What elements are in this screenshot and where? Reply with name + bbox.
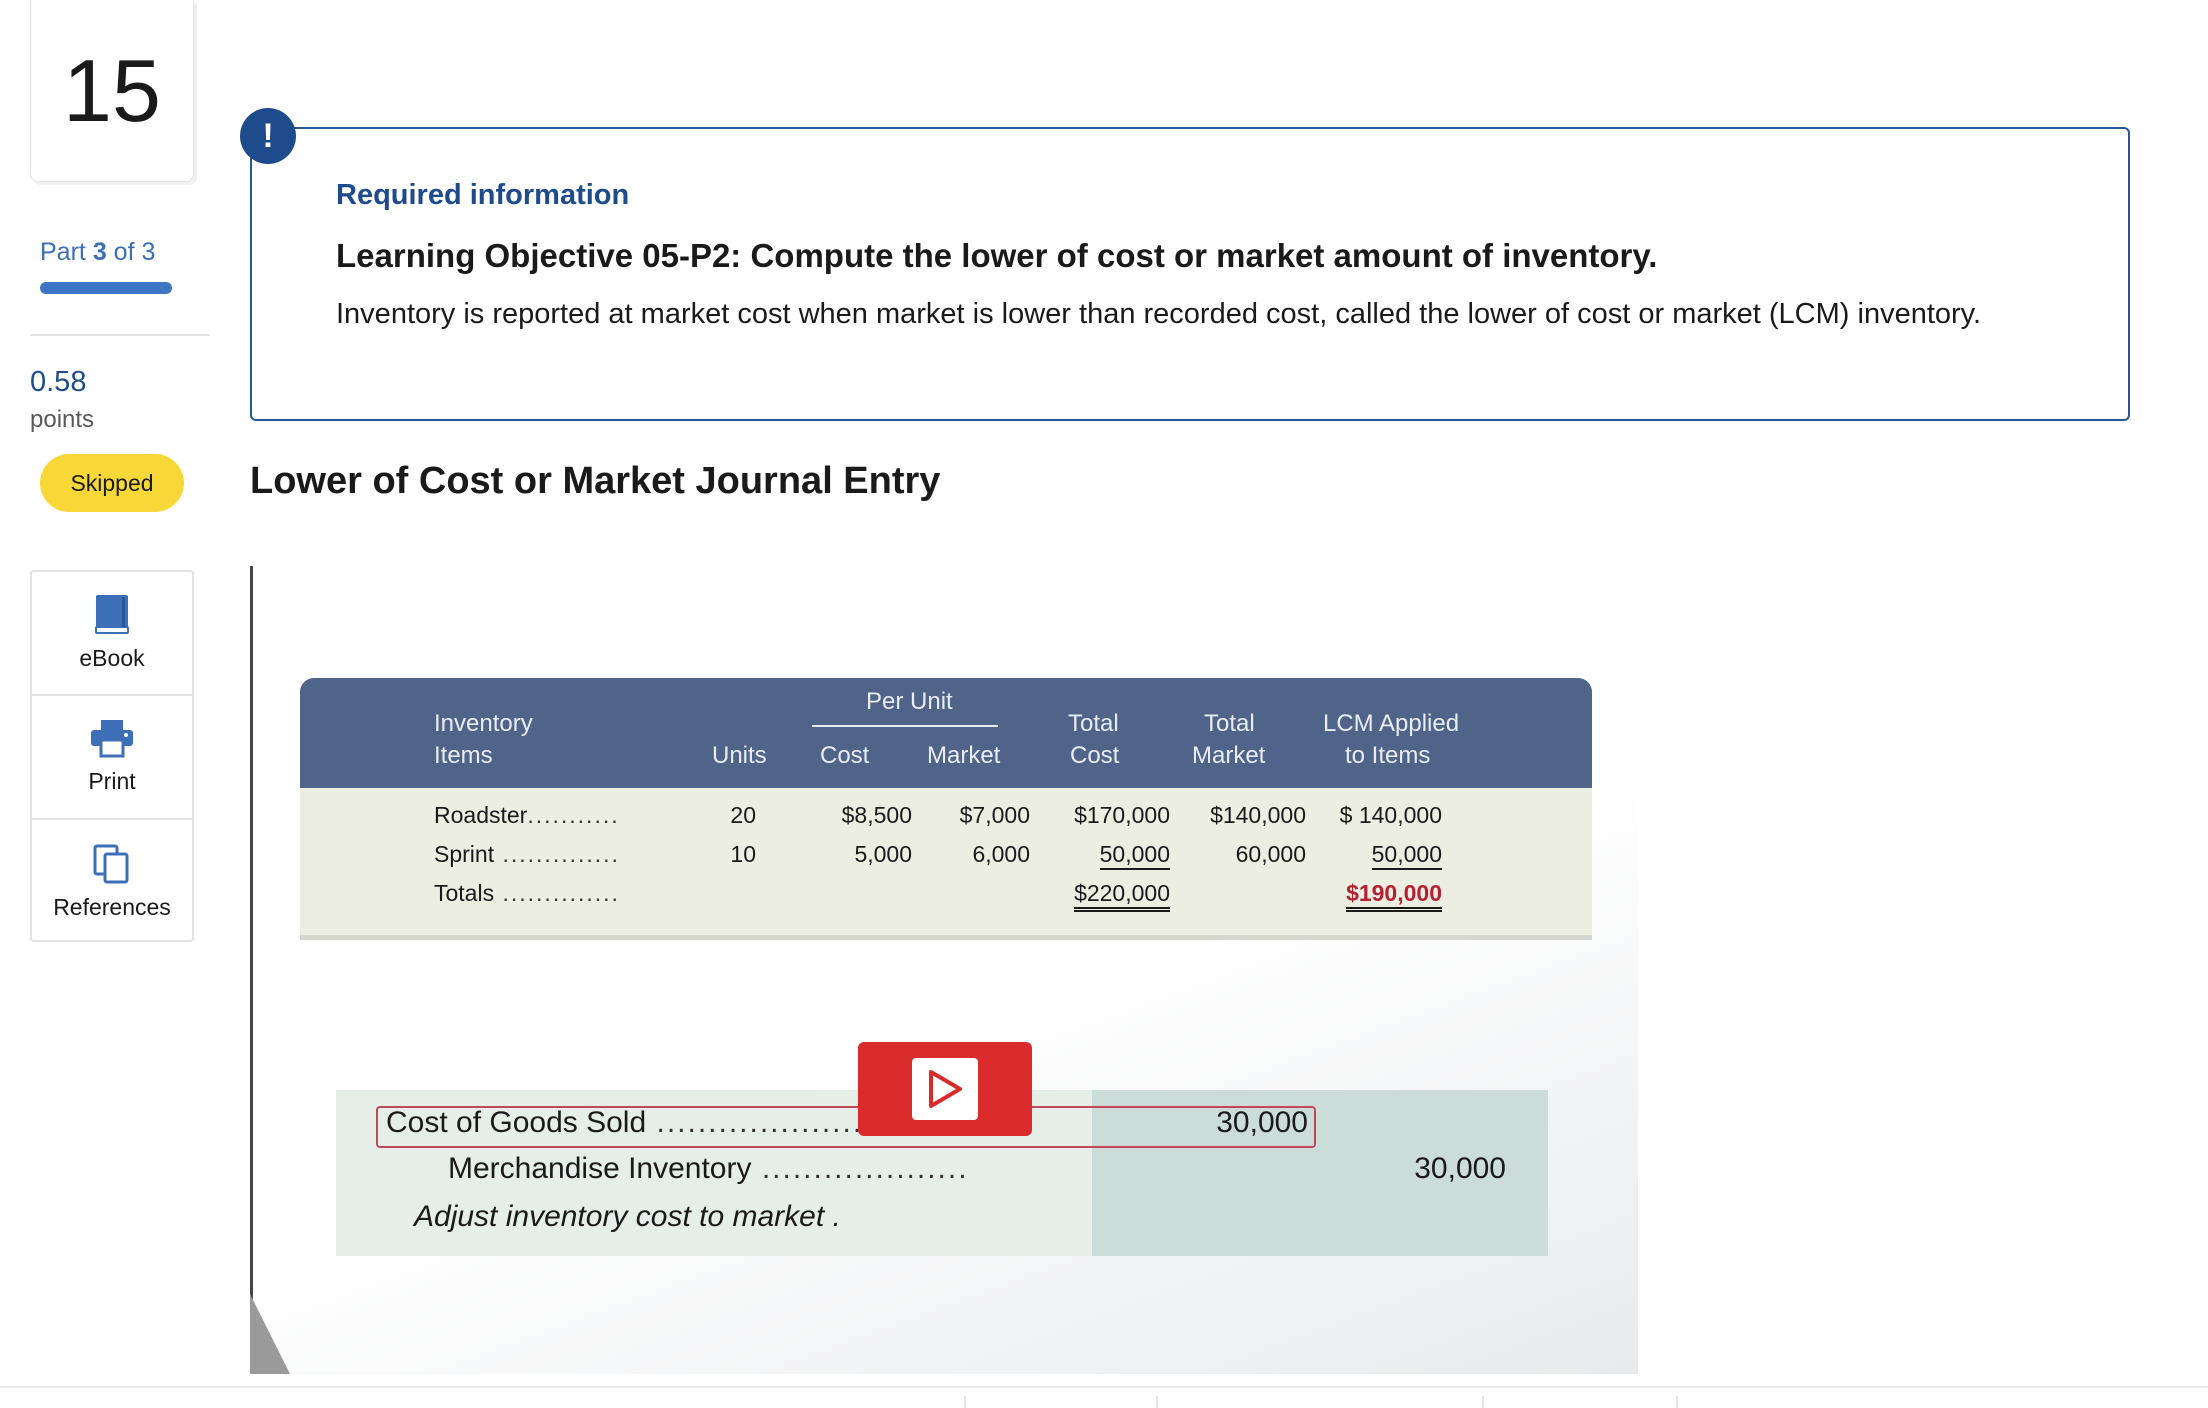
- print-button[interactable]: Print: [32, 696, 192, 820]
- row-cost: 5,000: [854, 841, 912, 867]
- row-cost: $8,500: [841, 802, 912, 828]
- debit-account: Cost of Goods Sold .....................…: [386, 1106, 915, 1139]
- credit-amount: 30,000: [1414, 1152, 1506, 1185]
- row-units: 20: [730, 802, 756, 828]
- header-market: Market: [927, 742, 1001, 769]
- header-inventory: Inventory: [434, 710, 533, 737]
- per-unit-rule: [812, 725, 998, 727]
- ebook-button[interactable]: eBook: [32, 572, 192, 696]
- table-row: Sprint ..............: [434, 841, 620, 867]
- tools-panel: eBook Print References: [30, 570, 194, 942]
- row-total-cost: $170,000: [1074, 802, 1170, 828]
- footer-tick: [964, 1396, 966, 1408]
- divider: [30, 334, 210, 336]
- required-info-card: Required information Learning Objective …: [250, 127, 2130, 421]
- row-market: $7,000: [959, 802, 1030, 828]
- row-lcm: 50,000: [1310, 841, 1442, 870]
- row-lcm: $ 140,000: [1339, 802, 1442, 828]
- footer-divider: [0, 1386, 2208, 1388]
- points-value: 0.58: [30, 366, 87, 398]
- part-progress-bar: [40, 282, 172, 294]
- header-items: Items: [434, 742, 493, 769]
- header-total: Total: [1068, 710, 1119, 737]
- row-market: 6,000: [972, 841, 1030, 867]
- footer-tick: [1482, 1396, 1484, 1408]
- totals-lcm: $190,000: [1310, 880, 1442, 912]
- question-number-card: 15: [30, 0, 194, 182]
- learning-objective: Learning Objective 05-P2: Compute the lo…: [336, 237, 1658, 274]
- header-total-2: Total: [1204, 710, 1255, 737]
- journal-entry: Cost of Goods Sold .....................…: [336, 1090, 1548, 1256]
- print-label: Print: [88, 767, 136, 794]
- footer-tick: [1156, 1396, 1158, 1408]
- row-units: 10: [730, 841, 756, 867]
- row-total-cost: 50,000: [1040, 841, 1170, 870]
- copy-icon: [93, 844, 129, 883]
- table-header: Inventory Items Units Per Unit Cost Mark…: [300, 678, 1592, 788]
- question-number: 15: [63, 40, 161, 140]
- play-icon: [912, 1058, 978, 1120]
- table-body: Roadster........... 20 $8,500 $7,000 $17…: [300, 788, 1592, 940]
- status-badge: Skipped: [40, 454, 184, 512]
- journal-amounts-panel: [1092, 1090, 1548, 1256]
- section-title: Lower of Cost or Market Journal Entry: [250, 460, 941, 502]
- alert-icon: !: [240, 108, 296, 164]
- header-lcm-1: LCM Applied: [1323, 710, 1460, 737]
- credit-account: Merchandise Inventory ..................…: [448, 1152, 969, 1185]
- header-units: Units: [712, 742, 767, 769]
- info-description: Inventory is reported at market cost whe…: [336, 298, 1982, 330]
- header-total-cost: Cost: [1070, 742, 1120, 769]
- references-label: References: [53, 893, 171, 920]
- header-total-market: Market: [1192, 742, 1266, 769]
- header-cost: Cost: [820, 742, 870, 769]
- required-info-heading: Required information: [336, 179, 630, 211]
- debit-amount: 30,000: [1216, 1106, 1308, 1139]
- slide-edge: [250, 566, 253, 1374]
- totals-row: Totals ..............: [434, 880, 620, 906]
- part-indicator: Part 3 of 3: [40, 238, 156, 266]
- row-total-market: $140,000: [1210, 802, 1306, 828]
- slide-corner: [250, 1294, 290, 1374]
- header-lcm-2: to Items: [1345, 742, 1431, 769]
- book-icon: [95, 594, 129, 634]
- footer-tick: [1676, 1396, 1678, 1408]
- points-label: points: [30, 406, 95, 433]
- table-row: Roadster...........: [434, 802, 620, 828]
- header-per-unit: Per Unit: [866, 688, 953, 715]
- lcm-table: Inventory Items Units Per Unit Cost Mark…: [300, 678, 1592, 940]
- play-button[interactable]: [858, 1042, 1032, 1136]
- row-total-market: 60,000: [1235, 841, 1306, 867]
- totals-total-cost: $220,000: [1040, 880, 1170, 912]
- printer-icon: [91, 719, 133, 757]
- references-button[interactable]: References: [32, 820, 192, 944]
- journal-memo: Adjust inventory cost to market .: [414, 1200, 841, 1233]
- ebook-label: eBook: [79, 644, 145, 671]
- debit-highlight: [376, 1106, 1316, 1148]
- video-player[interactable]: Inventory Items Units Per Unit Cost Mark…: [250, 566, 1638, 1374]
